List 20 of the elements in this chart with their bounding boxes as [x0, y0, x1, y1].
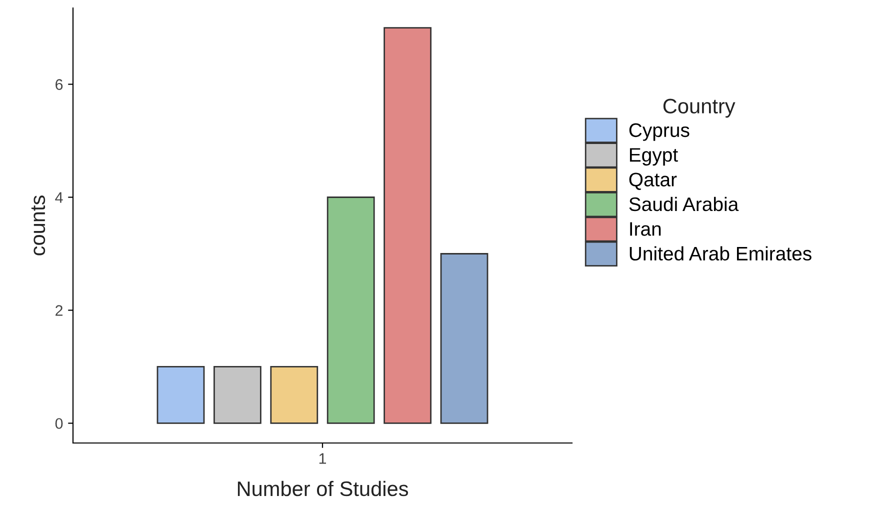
- legend-label: Qatar: [629, 172, 677, 190]
- bar: [384, 27, 432, 424]
- y-tick-label: 2: [56, 305, 63, 316]
- legend-label: Saudi Arabia: [629, 196, 739, 212]
- bar: [270, 366, 318, 424]
- x-tick-label: 1: [319, 453, 326, 464]
- legend-label: Cyprus: [629, 123, 690, 141]
- y-tick-label: 0: [55, 418, 63, 429]
- bar: [156, 366, 205, 424]
- y-axis-title: counts: [31, 196, 46, 256]
- y-tick-label: 4: [55, 192, 63, 203]
- bar: [326, 196, 375, 424]
- legend-label: Egypt: [630, 148, 678, 166]
- legend-label: Iran: [630, 222, 661, 236]
- bar: [214, 366, 262, 424]
- x-axis-title: Number of Studies: [238, 480, 408, 496]
- legend-label: United Arab Emirates: [630, 246, 812, 261]
- y-tick-label: 6: [56, 79, 63, 90]
- bar: [440, 253, 488, 424]
- legend-title: Country: [663, 98, 736, 118]
